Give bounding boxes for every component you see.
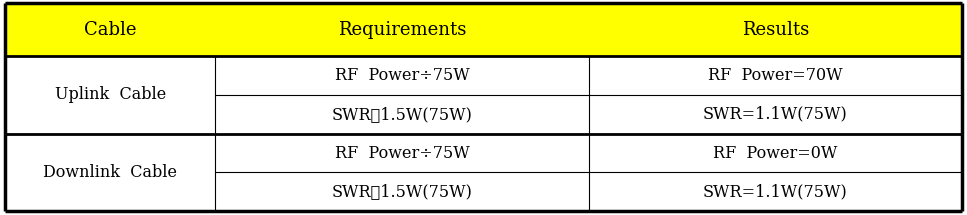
Bar xyxy=(5,134,216,172)
Bar xyxy=(216,56,589,95)
Text: SWR=1.1W(75W): SWR=1.1W(75W) xyxy=(703,106,848,123)
Bar xyxy=(5,172,216,211)
Bar xyxy=(5,95,216,134)
Bar xyxy=(216,95,589,134)
Bar xyxy=(5,3,962,56)
Text: RF  Power=0W: RF Power=0W xyxy=(714,144,837,161)
Text: SWR=1.1W(75W): SWR=1.1W(75W) xyxy=(703,183,848,200)
Text: Requirements: Requirements xyxy=(337,21,466,39)
Text: RF  Power=70W: RF Power=70W xyxy=(708,67,843,84)
Text: Cable: Cable xyxy=(84,21,136,39)
Text: Uplink  Cable: Uplink Cable xyxy=(54,86,165,103)
Bar xyxy=(589,134,962,172)
Bar xyxy=(216,134,589,172)
Text: SWR≦1.5W(75W): SWR≦1.5W(75W) xyxy=(332,183,473,200)
Text: Results: Results xyxy=(742,21,809,39)
Bar xyxy=(589,95,962,134)
Text: Downlink  Cable: Downlink Cable xyxy=(44,164,177,181)
Bar xyxy=(589,172,962,211)
Text: SWR≦1.5W(75W): SWR≦1.5W(75W) xyxy=(332,106,473,123)
Bar xyxy=(589,56,962,95)
Bar xyxy=(5,56,216,95)
Bar xyxy=(216,172,589,211)
Text: RF  Power÷75W: RF Power÷75W xyxy=(335,67,470,84)
Text: RF  Power÷75W: RF Power÷75W xyxy=(335,144,470,161)
